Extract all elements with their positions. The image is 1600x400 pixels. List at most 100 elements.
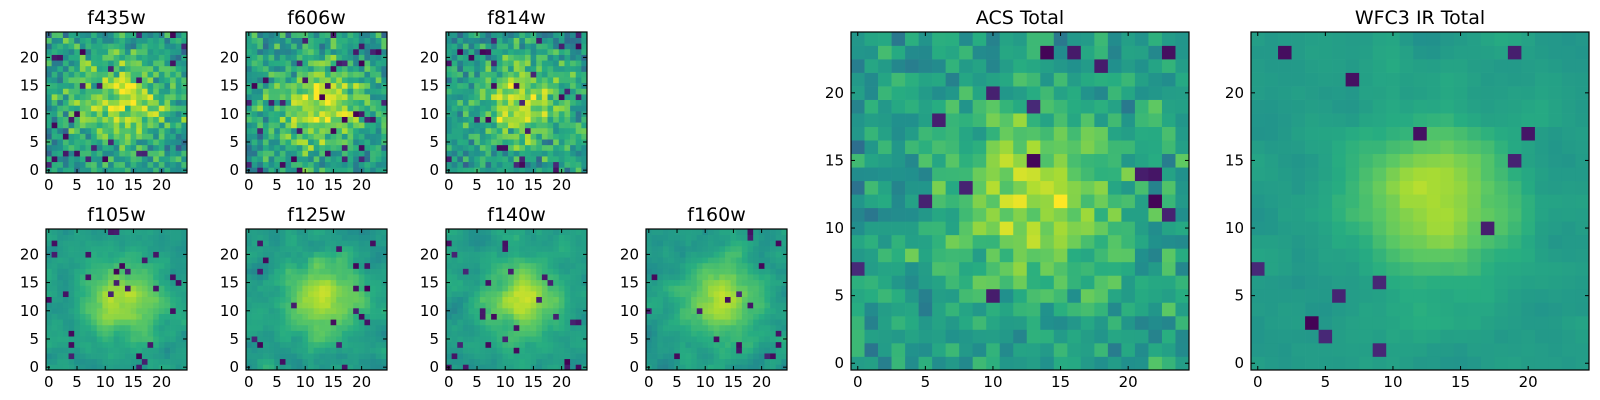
heatmap-cell (713, 262, 720, 269)
heatmap-cell (570, 319, 577, 326)
heatmap-cell (274, 161, 281, 168)
heatmap-cell (691, 285, 698, 292)
heatmap-cell (274, 307, 281, 314)
heatmap-cell (570, 358, 577, 365)
heatmap-cell (347, 347, 354, 354)
heatmap-cell (496, 279, 503, 286)
heatmap-cell (181, 150, 188, 157)
heatmap-cell (564, 156, 571, 163)
heatmap-cell (119, 88, 126, 95)
heatmap-cell (519, 99, 526, 106)
heatmap-cell (68, 279, 75, 286)
heatmap-cell (308, 330, 315, 337)
heatmap-cell (547, 296, 554, 303)
heatmap-cell (1175, 180, 1190, 195)
heatmap-cell (268, 37, 275, 44)
heatmap-cell (446, 71, 452, 78)
heatmap-cell (85, 32, 92, 38)
heatmap-cell (553, 296, 560, 303)
heatmap-cell (530, 358, 537, 365)
heatmap-cell (1107, 234, 1122, 249)
heatmap-cell (291, 364, 298, 371)
heatmap-cell (381, 122, 388, 129)
heatmap-cell (108, 139, 115, 146)
heatmap-cell (691, 319, 698, 326)
heatmap-cell (102, 37, 109, 44)
heatmap-cell (508, 251, 515, 258)
heatmap-cell (102, 144, 109, 151)
heatmap-cell (257, 139, 264, 146)
heatmap-cell (364, 291, 371, 298)
heatmap-cell (451, 32, 458, 38)
heatmap-cell (62, 105, 69, 112)
heatmap-cell (668, 358, 675, 365)
heatmap-cell (313, 116, 320, 123)
heatmap-cell (68, 127, 75, 134)
heatmap-cell (291, 94, 298, 101)
heatmap-cell (479, 82, 486, 89)
heatmap-cell (251, 43, 258, 50)
heatmap-cell (764, 268, 771, 275)
heatmap-cell (513, 133, 520, 140)
heatmap-cell (175, 99, 182, 106)
heatmap-cell (181, 105, 188, 112)
heatmap-cell (62, 251, 69, 258)
heatmap-cell (296, 307, 303, 314)
heatmap-cell (524, 150, 531, 157)
y-tick-label: 10 (20, 105, 39, 123)
heatmap-cell (251, 144, 258, 151)
heatmap-cell (347, 262, 354, 269)
heatmap-cell (79, 291, 86, 298)
heatmap-cell (508, 133, 515, 140)
heatmap-cell (918, 167, 933, 182)
heatmap-cell (1121, 288, 1136, 303)
heatmap-cell (878, 221, 892, 236)
heatmap-cell (364, 139, 371, 146)
heatmap-cell (468, 77, 475, 84)
heatmap-cell (741, 251, 748, 258)
heatmap-cell (181, 302, 188, 309)
heatmap-cell (291, 116, 298, 123)
heatmap-cell (1026, 315, 1041, 330)
heatmap-cell (68, 358, 75, 365)
heatmap-cell (268, 279, 275, 286)
heatmap-cell (164, 285, 171, 292)
heatmap-cell (57, 245, 64, 252)
heatmap-cell (341, 364, 348, 371)
heatmap-cell (341, 139, 348, 146)
heatmap-cell (496, 234, 503, 241)
heatmap-cell (302, 347, 309, 354)
heatmap-cell (358, 245, 365, 252)
heatmap-cell (524, 127, 531, 134)
heatmap-cell (462, 240, 469, 247)
heatmap-cell (530, 65, 537, 72)
heatmap-cell (657, 330, 664, 337)
heatmap-cell (141, 341, 148, 348)
heatmap-cell (262, 229, 269, 235)
heatmap-cell (319, 291, 326, 298)
heatmap-cell (170, 262, 177, 269)
heatmap-cell (141, 358, 148, 365)
heatmap-cell (479, 88, 486, 95)
heatmap-cell (164, 358, 171, 365)
heatmap-cell (324, 82, 331, 89)
heatmap-cell (324, 285, 331, 292)
heatmap-cell (558, 88, 565, 95)
heatmap-cell (91, 353, 98, 360)
heatmap-cell (274, 94, 281, 101)
heatmap-cell (657, 234, 664, 241)
heatmap-cell (764, 291, 771, 298)
heatmap-cell (313, 358, 320, 365)
heatmap-cell (553, 341, 560, 348)
heatmap-cell (319, 65, 326, 72)
heatmap-cell (313, 347, 320, 354)
heatmap-cell (959, 342, 974, 357)
heatmap-cell (262, 240, 269, 247)
heatmap-cell (468, 105, 475, 112)
heatmap-cell (558, 285, 565, 292)
heatmap-cell (541, 257, 548, 264)
heatmap-cell (764, 319, 771, 326)
heatmap-cell (62, 156, 69, 163)
heatmap-cell (130, 48, 137, 55)
heatmap-cell (524, 54, 531, 61)
